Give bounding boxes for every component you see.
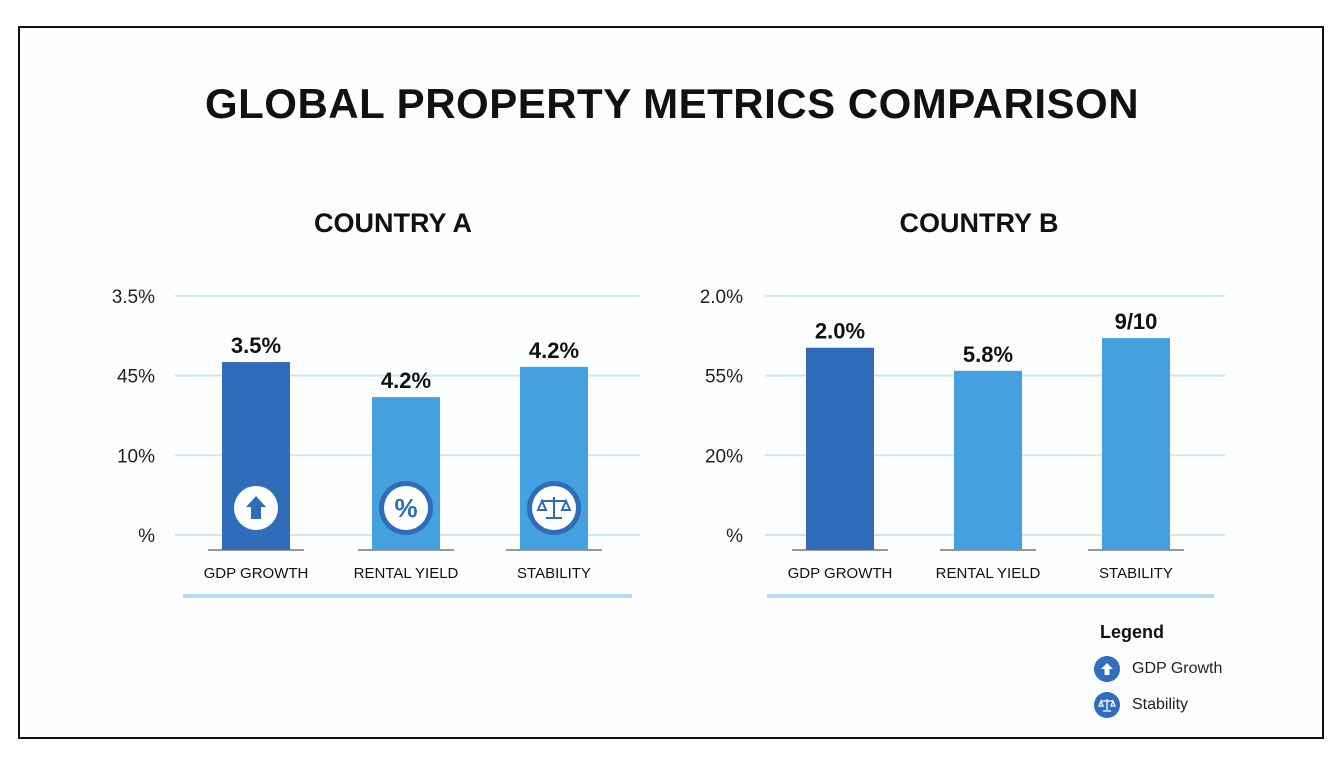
- arrow-shape: [246, 496, 266, 519]
- legend-item-stability: Stability: [1094, 687, 1222, 723]
- chart-country-b: COUNTRY B% 20% 55% 2.0% 2.0% GDP GROWTH 5.8% RE…: [700, 208, 1225, 598]
- scale-icon: [1094, 692, 1120, 718]
- x-category-label: STABILITY: [517, 565, 591, 582]
- legend: Legend GDP Growth Stability: [1094, 622, 1222, 723]
- x-category-label: RENTAL YIELD: [936, 565, 1041, 582]
- arrow-up-icon: [234, 486, 278, 530]
- chart-country-a: COUNTRY A% 10% 45% 3.5% 3.5% GDP GROWTH 4.2% RE…: [112, 208, 640, 598]
- bar-stability: [1102, 338, 1170, 550]
- data-label: 5.8%: [963, 342, 1013, 367]
- y-tick-label: 3.5%: [112, 287, 155, 308]
- legend-item-gdp: GDP Growth: [1094, 651, 1222, 687]
- chart-title: COUNTRY B: [899, 208, 1058, 238]
- data-label: 4.2%: [381, 368, 431, 393]
- x-category-label: STABILITY: [1099, 565, 1173, 582]
- bar-rental-yield: [954, 370, 1022, 550]
- data-label: 3.5%: [231, 333, 281, 358]
- y-tick-label: 45%: [117, 367, 155, 388]
- bar-gdp-growth: [806, 347, 874, 550]
- y-tick-label: %: [726, 526, 743, 547]
- data-label: 2.0%: [815, 319, 865, 344]
- legend-title: Legend: [1100, 622, 1165, 642]
- y-tick-label: %: [138, 526, 155, 547]
- y-tick-label: 2.0%: [700, 287, 743, 308]
- page-title: GLOBAL PROPERTY METRICS COMPARISON: [204, 80, 1140, 127]
- y-tick-label: 55%: [705, 367, 743, 388]
- arrow-up-icon: [1094, 656, 1120, 682]
- y-tick-label: 10%: [117, 446, 155, 467]
- data-label: 4.2%: [529, 338, 579, 363]
- scale-shape: [536, 497, 572, 519]
- x-category-label: GDP GROWTH: [204, 565, 309, 582]
- x-category-label: RENTAL YIELD: [354, 565, 459, 582]
- chart-title: COUNTRY A: [314, 208, 472, 238]
- y-tick-label: 20%: [705, 446, 743, 467]
- x-category-label: GDP GROWTH: [788, 565, 893, 582]
- percent-glyph: %: [394, 493, 417, 523]
- legend-label: Stability: [1132, 696, 1189, 713]
- legend-label: GDP Growth: [1132, 660, 1223, 677]
- icon-circle: [384, 486, 428, 530]
- percent-icon: %: [379, 481, 433, 535]
- data-label: 9/10: [1115, 309, 1158, 334]
- scale-icon: [527, 481, 581, 535]
